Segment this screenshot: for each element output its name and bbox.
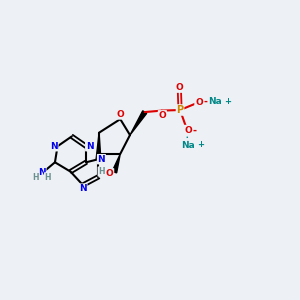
Text: O: O [184, 125, 192, 134]
Text: O: O [117, 110, 125, 119]
Text: O: O [195, 98, 203, 107]
Text: N: N [79, 184, 87, 193]
Text: O: O [158, 111, 166, 120]
Text: O: O [176, 83, 183, 92]
Text: +: + [197, 140, 204, 149]
Text: N: N [50, 142, 58, 151]
Text: +: + [224, 97, 231, 106]
Text: H: H [32, 173, 39, 182]
Text: P: P [176, 105, 184, 115]
Polygon shape [112, 154, 120, 173]
Polygon shape [130, 111, 147, 135]
Text: N: N [98, 155, 105, 164]
Text: H: H [45, 173, 51, 182]
Text: Na: Na [181, 141, 195, 150]
Text: N: N [38, 167, 46, 176]
Polygon shape [96, 133, 101, 159]
Text: Na: Na [208, 97, 222, 106]
Text: N: N [86, 142, 93, 151]
Text: O: O [106, 169, 113, 178]
Text: -: - [203, 97, 207, 107]
Text: -: - [192, 126, 196, 136]
Text: H: H [98, 167, 105, 176]
